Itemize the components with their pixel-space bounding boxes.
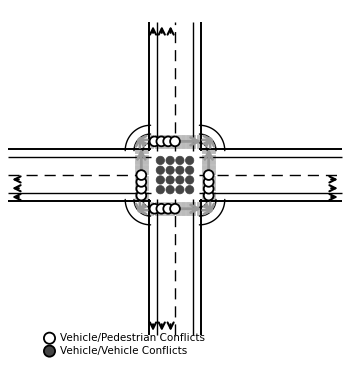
Circle shape: [136, 184, 146, 194]
Circle shape: [204, 177, 214, 187]
Circle shape: [44, 333, 55, 344]
Circle shape: [186, 166, 194, 174]
Circle shape: [176, 156, 184, 164]
Circle shape: [149, 204, 159, 214]
Circle shape: [163, 204, 173, 214]
Circle shape: [149, 136, 159, 146]
Circle shape: [176, 166, 184, 174]
Circle shape: [186, 176, 194, 184]
Circle shape: [166, 156, 174, 164]
Text: Vehicle/Pedestrian Conflicts: Vehicle/Pedestrian Conflicts: [60, 333, 205, 343]
Circle shape: [204, 184, 214, 194]
Circle shape: [156, 156, 164, 164]
Circle shape: [44, 345, 55, 357]
Circle shape: [170, 136, 180, 146]
Circle shape: [156, 204, 166, 214]
Circle shape: [176, 186, 184, 194]
Circle shape: [136, 191, 146, 200]
Circle shape: [136, 170, 146, 180]
Circle shape: [163, 136, 173, 146]
Circle shape: [186, 156, 194, 164]
Text: Vehicle/Vehicle Conflicts: Vehicle/Vehicle Conflicts: [60, 346, 187, 356]
Circle shape: [156, 166, 164, 174]
Circle shape: [186, 186, 194, 194]
Circle shape: [176, 176, 184, 184]
Circle shape: [156, 186, 164, 194]
Circle shape: [166, 166, 174, 174]
Circle shape: [166, 186, 174, 194]
Circle shape: [136, 177, 146, 187]
Circle shape: [156, 176, 164, 184]
Circle shape: [166, 176, 174, 184]
Circle shape: [204, 170, 214, 180]
Circle shape: [204, 191, 214, 200]
Circle shape: [156, 136, 166, 146]
Circle shape: [170, 204, 180, 214]
